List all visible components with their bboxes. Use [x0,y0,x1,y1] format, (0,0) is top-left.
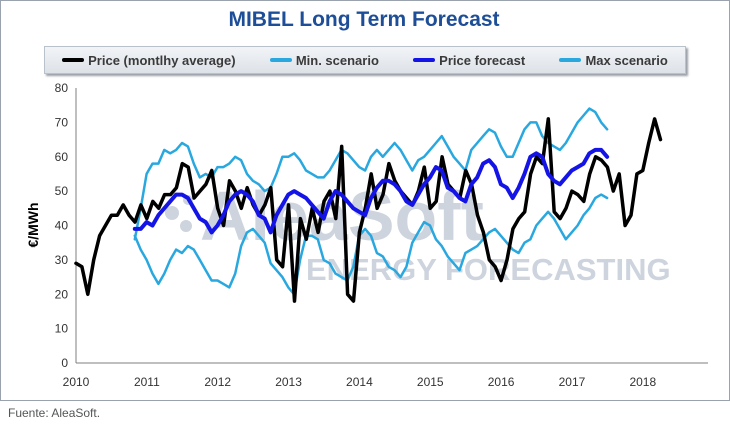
x-tick-label: 2014 [346,375,373,389]
x-tick-label: 2012 [204,375,231,389]
legend-item-max-scenario[interactable]: Max scenario [559,52,668,68]
y-tick-label: 60 [55,150,69,164]
y-tick-label: 50 [55,184,69,198]
legend-item-min-scenario[interactable]: Min. scenario [269,52,379,68]
legend-label: Max scenario [585,52,668,68]
y-tick-label: 70 [55,115,69,129]
legend-item-price-forecast[interactable]: Price forecast [413,53,525,68]
legend-label: Price (montlhy average) [88,52,236,68]
series-price-actual-line [74,117,663,303]
x-tick-label: 2011 [134,375,160,389]
y-tick-label: 30 [55,253,69,267]
x-tick-label: 2017 [559,375,586,389]
watermark-dot [165,206,179,220]
chart-title: MIBEL Long Term Forecast [228,8,500,31]
legend-swatch [413,58,436,62]
x-tick-label: 2018 [629,375,656,389]
y-tick-label: 80 [55,81,69,95]
x-tick-label: 2016 [488,375,515,389]
legend-swatch [559,58,582,62]
y-tick-label: 0 [61,356,68,370]
series-price-forecast-line [132,147,610,235]
chart-legend: Price (montlhy average) Min. scenario Pr… [44,46,686,74]
legend-label: Price forecast [439,52,526,68]
legend-swatch [62,58,85,62]
legend-label: Min. scenario [295,52,379,68]
watermark-dot [180,220,192,232]
x-tick-label: 2010 [63,375,90,389]
y-tick-label: 40 [55,219,69,233]
legend-item-price-actual[interactable]: Price (montlhy average) [62,52,236,68]
legend-swatch [269,58,292,62]
y-tick-label: 20 [55,287,69,301]
x-tick-label: 2015 [417,375,444,389]
y-tick-label: 10 [55,322,69,336]
y-axis-title: €/MWh [25,202,41,247]
source-note: Fuente: AleaSoft. [8,406,101,420]
x-tick-label: 2013 [275,375,302,389]
series-min-scenario-line [133,193,609,296]
